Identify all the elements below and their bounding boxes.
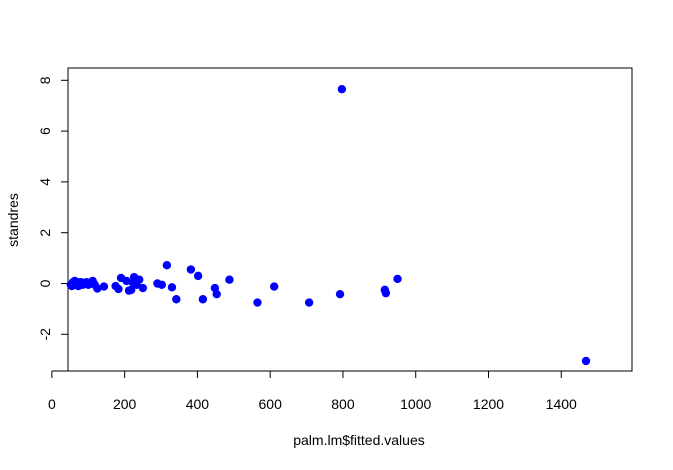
data-point — [253, 298, 262, 307]
x-tick-label: 1000 — [400, 396, 431, 412]
y-tick-label: 0 — [37, 279, 53, 287]
data-point — [393, 274, 402, 284]
x-tick-label: 0 — [48, 396, 56, 412]
x-tick-label: 1400 — [546, 396, 577, 412]
x-axis: 0 200 400 600 800 1000 1200 1400 — [48, 370, 577, 412]
data-point — [138, 283, 148, 293]
x-tick-label: 400 — [186, 396, 210, 412]
y-tick-label: 2 — [37, 229, 53, 237]
x-axis-title: palm.lm$fitted.values — [293, 432, 425, 448]
data-point — [99, 282, 109, 291]
data-point — [114, 284, 123, 294]
y-axis-title: standres — [5, 193, 21, 247]
data-point — [93, 284, 102, 293]
data-points — [66, 84, 591, 366]
data-point — [337, 84, 347, 94]
data-point — [127, 285, 136, 295]
x-tick-label: 600 — [259, 396, 283, 412]
data-point — [212, 289, 221, 299]
x-tick-label: 800 — [331, 396, 355, 412]
y-axis: -2 0 2 4 6 8 — [37, 76, 69, 341]
data-point — [186, 265, 196, 274]
data-point — [157, 280, 166, 289]
data-point — [581, 356, 591, 366]
data-point — [167, 283, 177, 292]
data-point — [198, 295, 208, 304]
y-tick-label: -2 — [37, 328, 53, 341]
y-tick-label: 4 — [37, 178, 53, 186]
x-tick-label: 200 — [113, 396, 137, 412]
data-point — [304, 298, 314, 307]
data-point — [269, 282, 279, 291]
data-point — [162, 261, 172, 270]
data-point — [172, 295, 181, 304]
y-tick-label: 6 — [37, 127, 53, 135]
plot-frame — [67, 67, 633, 372]
data-point — [135, 275, 144, 284]
x-tick-label: 1200 — [473, 396, 504, 412]
data-point — [193, 271, 203, 281]
y-tick-label: 8 — [37, 76, 53, 84]
data-point — [381, 288, 391, 298]
data-point — [225, 275, 234, 284]
data-point — [335, 289, 345, 299]
